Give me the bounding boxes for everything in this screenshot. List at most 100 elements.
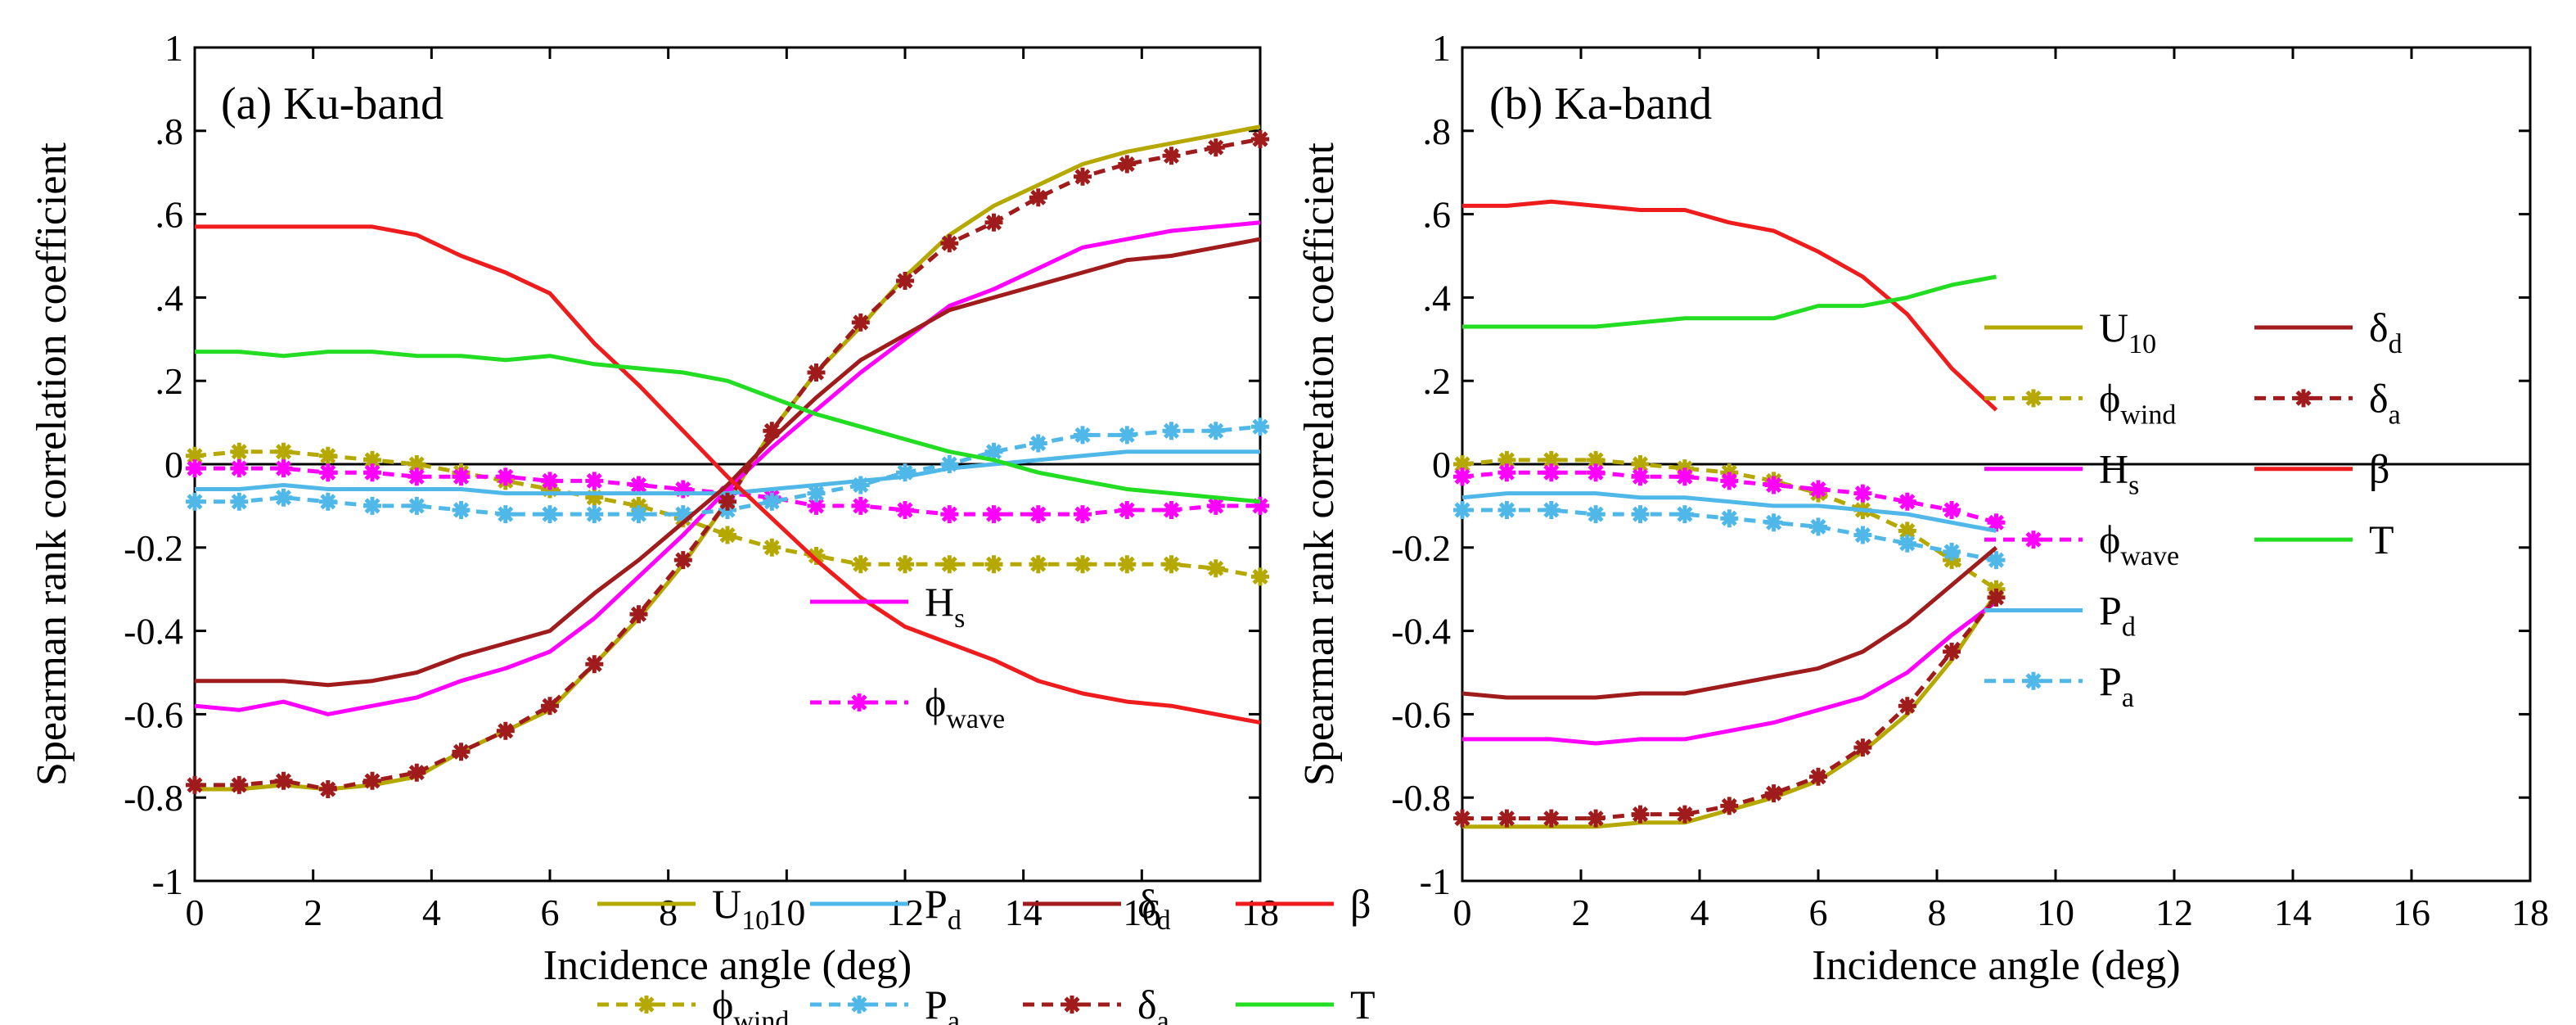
data-point-Pa (318, 492, 337, 511)
legend-subscript: d (1157, 905, 1171, 936)
data-point-phi_wave (1118, 501, 1137, 519)
data-point-delta_a (1587, 809, 1605, 828)
data-point-delta_a (1631, 805, 1650, 824)
data-point-Pa (408, 496, 426, 515)
y-tick-label: 0 (164, 444, 183, 485)
legend-symbol: T (2369, 517, 2394, 562)
data-point-phi_wave (585, 472, 604, 490)
legend-marker-Pa (2024, 671, 2042, 690)
legend-label-T: T (2369, 517, 2394, 562)
data-point-phi_wave (1074, 505, 1092, 524)
data-point-Pa (230, 492, 249, 511)
legend-label-delta_a: δa (2369, 375, 2401, 430)
y-axis-label: Spearman rank correlation coefficient (1296, 142, 1343, 786)
legend-symbol: T (1350, 982, 1376, 1025)
legend-marker-phi_wind (637, 996, 655, 1014)
data-point-phi_wind (408, 455, 426, 473)
series-line-delta_d (1461, 545, 1998, 700)
legend-label-delta_d: δd (1137, 881, 1171, 936)
legend-symbol: δ (1137, 881, 1157, 927)
data-point-Pa (1853, 526, 1872, 544)
legend-subscript: a (2122, 683, 2134, 713)
data-point-phi_wave (851, 496, 870, 515)
data-point-phi_wave (1943, 501, 1961, 519)
data-point-Pa (1453, 501, 1471, 519)
data-point-delta_a (1453, 809, 1471, 828)
x-tick-label: 10 (768, 892, 805, 933)
data-point-phi_wave (1898, 492, 1916, 511)
legend-subscript: 10 (2128, 329, 2156, 359)
data-point-delta_a (629, 605, 648, 624)
legend-subscript: s (2128, 471, 2139, 501)
data-point-phi_wave (1542, 463, 1560, 482)
data-point-delta_a (1118, 155, 1137, 174)
x-tick-label: 2 (1572, 892, 1591, 933)
series-line-Hs (1462, 599, 1997, 746)
y-tick-label: .4 (155, 277, 184, 318)
data-point-delta_a (984, 213, 1003, 232)
data-point-delta_a (1497, 809, 1516, 828)
series-line-beta (1462, 199, 1998, 412)
y-tick-label: 0 (1432, 444, 1451, 485)
legend-subscript: wave (2120, 541, 2179, 571)
data-point-delta_a (1853, 738, 1872, 757)
data-point-phi_wave (1162, 501, 1181, 519)
legend-label-Pd: Pd (925, 881, 961, 936)
data-point-delta_a (851, 313, 870, 332)
panel-title: (b) Ka-band (1489, 79, 1712, 129)
data-point-phi_wave (629, 476, 648, 494)
legend-symbol: ϕ (925, 680, 946, 725)
data-point-Pa (186, 492, 204, 511)
legend-symbol: P (2099, 587, 2122, 633)
x-tick-label: 4 (1691, 892, 1709, 933)
data-point-Pa (673, 505, 692, 524)
data-point-phi_wave (274, 459, 293, 478)
legend-subscript: s (954, 603, 965, 634)
data-point-phi_wind (274, 442, 293, 461)
data-point-Pa (940, 455, 959, 473)
data-point-Pa (629, 505, 648, 524)
data-point-Pa (1118, 426, 1137, 445)
legend-symbol: U (712, 881, 741, 927)
legend-label-phi_wave: ϕwave (2099, 517, 2179, 571)
legend-subscript: a (948, 1006, 960, 1025)
legend-marker-phi_wave (850, 693, 868, 711)
data-point-phi_wave (1853, 484, 1872, 503)
legend-subscript: 10 (741, 905, 769, 936)
x-axis-label: Incidence angle (deg) (543, 942, 912, 989)
data-point-delta_a (1943, 643, 1961, 661)
data-point-phi_wind (1587, 450, 1605, 469)
x-tick-label: 12 (2155, 892, 2193, 933)
data-point-phi_wave (1720, 472, 1739, 490)
data-point-delta_a (1720, 797, 1739, 815)
legend-label-Pa: Pa (925, 982, 960, 1025)
data-point-phi_wind (1542, 450, 1560, 469)
data-point-delta_a (1251, 130, 1269, 148)
legend-label-U10: U10 (2099, 305, 2156, 359)
x-tick-label: 12 (886, 892, 924, 933)
data-point-phi_wave (673, 480, 692, 499)
y-tick-label: -0.8 (124, 777, 183, 819)
legend-label-beta: β (1350, 881, 1371, 927)
data-point-delta_a (585, 655, 604, 674)
x-tick-label: 18 (1241, 892, 1279, 933)
data-point-phi_wave (230, 459, 249, 478)
legend-label-beta: β (2369, 446, 2389, 492)
data-point-phi_wave (1675, 467, 1694, 486)
series-line-Pd (1461, 491, 1997, 533)
data-point-delta_a (1206, 138, 1225, 157)
data-point-delta_a (763, 422, 781, 440)
y-tick-label: -0.6 (124, 693, 183, 735)
legend-label-T: T (1350, 982, 1376, 1025)
data-point-phi_wind (718, 526, 736, 544)
data-point-phi_wave (1206, 496, 1225, 515)
data-point-phi_wave (1251, 496, 1269, 515)
legend-symbol: δ (1137, 982, 1157, 1025)
data-point-phi_wind (318, 446, 337, 465)
data-point-phi_wave (318, 463, 337, 482)
data-point-phi_wave (1029, 505, 1047, 524)
x-tick-label: 18 (2511, 892, 2549, 933)
legend-label-Pa: Pa (2099, 658, 2134, 713)
data-point-Pa (1542, 501, 1560, 519)
data-point-Pa (496, 505, 515, 524)
